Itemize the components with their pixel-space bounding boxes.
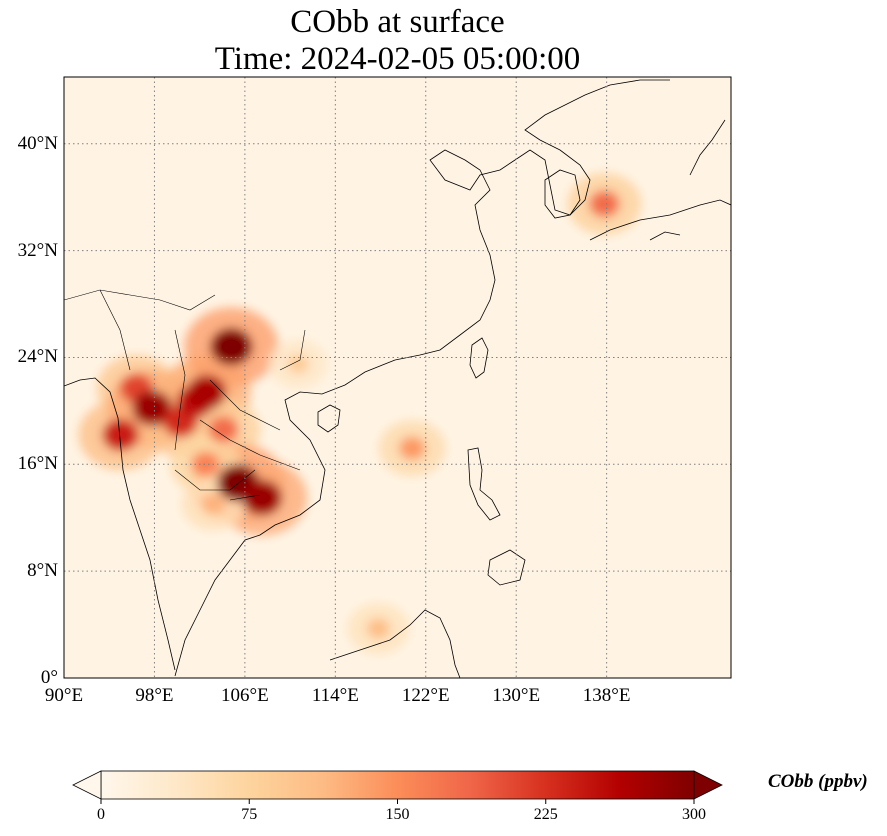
hotspot-core [208,416,239,443]
x-tick-label: 114°E [311,685,359,706]
coastline-asia [64,377,176,671]
y-tick-label: 32°N [17,239,58,261]
x-tick-label: 98°E [135,685,174,706]
x-tick-label: 106°E [221,685,269,706]
y-tick-label: 0° [40,667,58,688]
hotspot-core [241,479,282,516]
colorbar-label: CObb (ppbv) [768,771,868,792]
y-tick-label: 8°N [27,560,58,582]
hotspot-core [186,374,226,410]
colorbar-tick-label: 150 [385,806,410,823]
colorbar-tick-label: 300 [682,806,706,823]
coastline-mindanao [487,549,526,586]
y-tick-label: 24°N [17,346,58,368]
coastline-indochina [174,79,670,677]
coastline-korea [544,169,581,219]
hotspot-core [287,355,309,374]
colorbar-gradient [100,770,695,800]
colorbar-extend-max [693,770,723,800]
x-tick-label: 138°E [582,685,631,706]
hotspot-core [366,618,390,639]
colorbar-tick-label: 75 [241,806,258,823]
hotspot-core [399,436,426,460]
chart-subtitle-time: Time: 2024-02-05 05:00:00 [214,41,581,77]
x-tick-label: 122°E [401,685,450,706]
hotspot-core [191,452,220,477]
colorbar-tick-label: 0 [97,806,105,823]
hotspot-core [201,493,226,515]
x-tick-label: 90°E [44,685,84,706]
hotspot-core [210,328,253,366]
hotspot-core [132,390,173,426]
y-tick-label: 16°N [17,453,58,475]
chart-title: CObb at surface [290,4,505,40]
hotspot-core [102,419,139,451]
colorbar-tick-label: 225 [533,806,558,823]
hotspot-core [589,190,620,218]
y-tick-label: 40°N [17,132,58,154]
colorbar-extend-min [72,770,102,800]
plot-frame [63,76,732,679]
coastline-borneo [329,609,461,678]
coastline-luzon [467,447,501,521]
x-tick-label: 130°E [492,685,541,706]
coastline-japan [589,119,731,241]
coastline-taiwan [469,337,489,379]
coastline-hainan [317,404,341,433]
